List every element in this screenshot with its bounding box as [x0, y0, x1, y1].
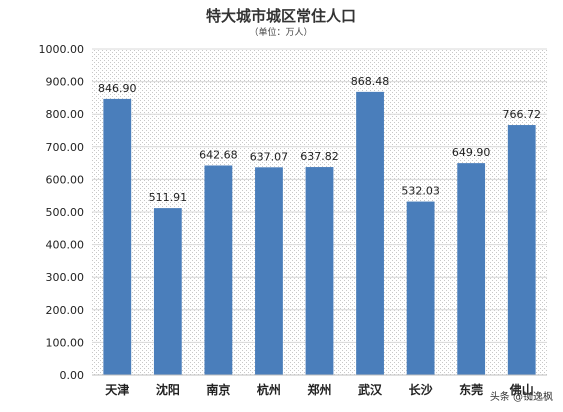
y-axis-ticks: 0.00 100.00 200.00 300.00 400.00 500.00 600.00…	[39, 43, 85, 382]
x-tick-label: 天津	[105, 382, 129, 397]
x-tick-label: 东莞	[459, 382, 483, 397]
data-label: 532.03	[401, 185, 440, 198]
data-label: 637.07	[250, 150, 289, 163]
data-label: 766.72	[502, 108, 541, 121]
bar	[204, 165, 233, 375]
y-tick-label: 400.00	[46, 239, 85, 252]
data-label: 642.68	[199, 148, 238, 161]
bar	[305, 167, 334, 375]
y-tick-label: 200.00	[46, 304, 85, 317]
x-tick-label: 武汉	[358, 382, 383, 397]
bar	[153, 208, 182, 375]
x-tick-label: 佛山	[509, 382, 534, 397]
y-tick-label: 300.00	[46, 271, 85, 284]
y-tick-label: 700.00	[46, 141, 85, 154]
chart-title: 特大城市城区常住人口	[206, 7, 356, 25]
y-tick-label: 500.00	[46, 206, 85, 219]
y-tick-label: 0.00	[60, 369, 85, 382]
y-tick-label: 1000.00	[39, 43, 85, 56]
data-label: 511.91	[149, 191, 188, 204]
bar	[507, 125, 536, 375]
bar	[103, 98, 132, 376]
y-tick-label: 800.00	[46, 108, 85, 121]
bar	[356, 91, 384, 375]
data-label: 637.82	[300, 150, 339, 163]
watermark-text: 头条 @铷逸枫	[490, 390, 553, 403]
x-tick-label: 南京	[206, 382, 230, 397]
x-axis-ticks: 天津 沈阳 南京 杭州 郑州 武汉 长沙 东莞 佛山	[105, 382, 533, 397]
chart-subtitle: （单位：万人）	[249, 26, 312, 38]
y-tick-label: 900.00	[46, 76, 85, 89]
x-tick-label: 郑州	[307, 382, 331, 397]
y-tick-label: 100.00	[46, 336, 85, 349]
bar	[406, 201, 435, 375]
bar	[255, 167, 283, 375]
bars	[103, 91, 536, 376]
x-tick-label: 长沙	[409, 382, 433, 397]
data-label: 649.90	[452, 146, 491, 159]
x-tick-label: 沈阳	[156, 382, 180, 397]
data-label: 868.48	[351, 75, 390, 88]
data-label: 846.90	[98, 82, 137, 95]
y-tick-label: 600.00	[46, 173, 85, 186]
bar	[457, 163, 486, 375]
x-tick-label: 杭州	[257, 382, 281, 397]
data-labels: 846.90 511.91 642.68 637.07 637.82 868.48 532.…	[98, 75, 541, 204]
